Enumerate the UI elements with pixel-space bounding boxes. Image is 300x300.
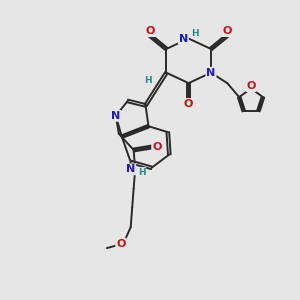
Text: O: O	[184, 99, 193, 109]
Text: H: H	[191, 29, 199, 38]
Text: N: N	[179, 34, 188, 44]
Text: O: O	[223, 26, 232, 36]
Text: N: N	[111, 111, 120, 121]
Text: O: O	[246, 81, 256, 91]
Text: H: H	[138, 168, 146, 177]
Text: H: H	[144, 76, 152, 85]
Text: O: O	[116, 238, 126, 249]
Text: N: N	[126, 164, 135, 174]
Text: O: O	[152, 142, 161, 152]
Text: N: N	[206, 68, 216, 78]
Text: O: O	[145, 26, 155, 36]
